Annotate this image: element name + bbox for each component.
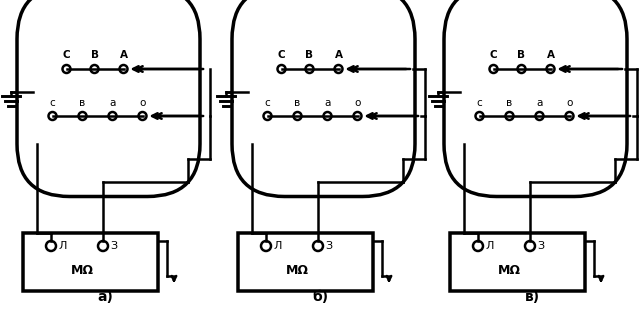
Text: С: С bbox=[63, 50, 70, 60]
Text: С: С bbox=[490, 50, 497, 60]
Text: МΩ: МΩ bbox=[286, 265, 309, 277]
Text: в: в bbox=[79, 98, 86, 108]
Text: о: о bbox=[140, 98, 146, 108]
Text: З: З bbox=[110, 241, 117, 251]
Text: Л: Л bbox=[485, 241, 493, 251]
Bar bbox=[23, 233, 158, 291]
Text: А: А bbox=[547, 50, 554, 60]
Text: в: в bbox=[294, 98, 301, 108]
Text: а: а bbox=[324, 98, 331, 108]
Text: В: В bbox=[90, 50, 99, 60]
Text: б): б) bbox=[312, 290, 328, 304]
Text: В: В bbox=[305, 50, 314, 60]
FancyBboxPatch shape bbox=[17, 0, 200, 197]
Text: А: А bbox=[335, 50, 342, 60]
Text: МΩ: МΩ bbox=[71, 265, 94, 277]
Text: о: о bbox=[355, 98, 361, 108]
Text: с: с bbox=[264, 98, 270, 108]
Text: с: с bbox=[477, 98, 483, 108]
Text: а: а bbox=[109, 98, 116, 108]
Text: с: с bbox=[50, 98, 56, 108]
Text: Л: Л bbox=[273, 241, 282, 251]
Bar bbox=[238, 233, 373, 291]
Text: в: в bbox=[506, 98, 513, 108]
Text: З: З bbox=[537, 241, 544, 251]
Text: а: а bbox=[536, 98, 543, 108]
Bar bbox=[450, 233, 585, 291]
Text: МΩ: МΩ bbox=[498, 265, 521, 277]
FancyBboxPatch shape bbox=[232, 0, 415, 197]
Text: А: А bbox=[120, 50, 127, 60]
Text: а): а) bbox=[97, 290, 113, 304]
Text: С: С bbox=[278, 50, 285, 60]
Text: З: З bbox=[325, 241, 332, 251]
Text: Л: Л bbox=[58, 241, 67, 251]
Text: о: о bbox=[566, 98, 573, 108]
FancyBboxPatch shape bbox=[444, 0, 627, 197]
Text: В: В bbox=[518, 50, 525, 60]
Text: в): в) bbox=[524, 290, 540, 304]
